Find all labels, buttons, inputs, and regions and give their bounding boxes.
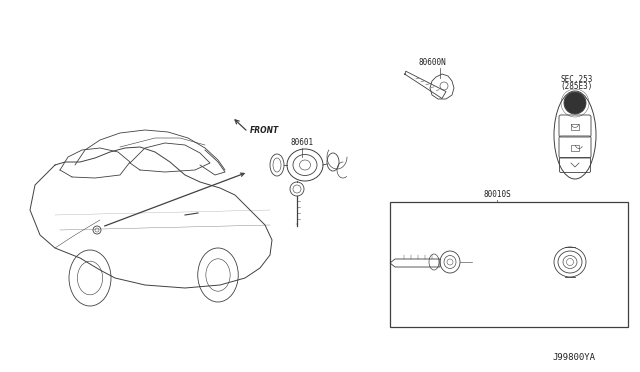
Text: FRONT: FRONT xyxy=(250,126,279,135)
Bar xyxy=(571,145,579,151)
Text: 80601: 80601 xyxy=(291,138,314,147)
Text: 80600N: 80600N xyxy=(418,58,446,67)
Text: 80010S: 80010S xyxy=(483,190,511,199)
Text: (285E3): (285E3) xyxy=(561,82,593,91)
Text: J99800YA: J99800YA xyxy=(552,353,595,362)
Circle shape xyxy=(564,92,586,114)
Bar xyxy=(390,202,628,327)
Bar xyxy=(571,124,579,130)
Text: SEC.253: SEC.253 xyxy=(561,75,593,84)
